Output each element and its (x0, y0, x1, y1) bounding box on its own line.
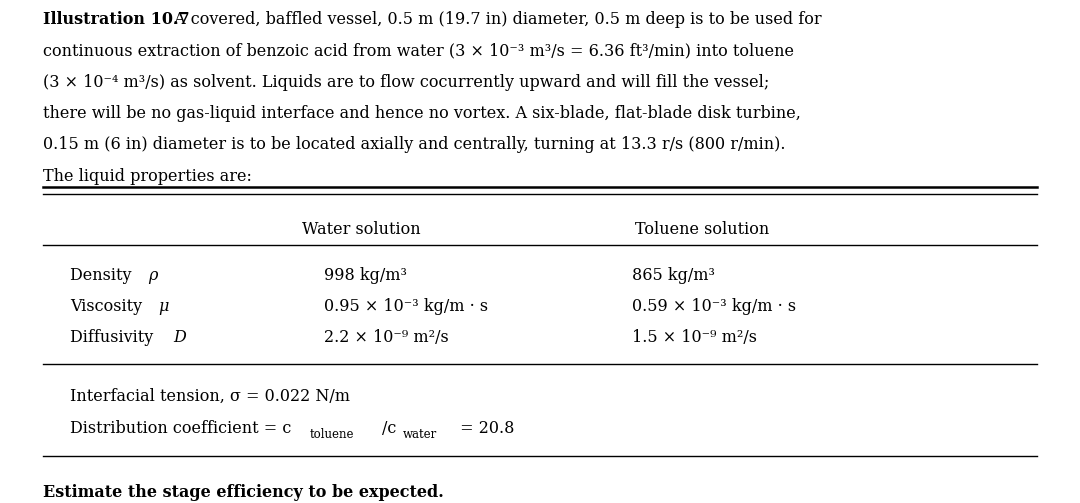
Text: Distribution coefficient = c: Distribution coefficient = c (70, 420, 292, 437)
Text: 1.5 × 10⁻⁹ m²/s: 1.5 × 10⁻⁹ m²/s (632, 329, 757, 346)
Text: Estimate the stage efficiency to be expected.: Estimate the stage efficiency to be expe… (43, 484, 444, 501)
Text: there will be no gas-liquid interface and hence no vortex. A six-blade, flat-bla: there will be no gas-liquid interface an… (43, 105, 801, 122)
Text: 0.59 × 10⁻³ kg/m · s: 0.59 × 10⁻³ kg/m · s (632, 298, 796, 315)
Text: toluene: toluene (310, 428, 354, 441)
Text: 0.95 × 10⁻³ kg/m · s: 0.95 × 10⁻³ kg/m · s (324, 298, 488, 315)
Text: = 20.8: = 20.8 (455, 420, 514, 437)
Text: 998 kg/m³: 998 kg/m³ (324, 267, 407, 284)
Text: /c: /c (382, 420, 396, 437)
Text: water: water (403, 428, 437, 441)
Text: Density: Density (70, 267, 137, 284)
Text: 2.2 × 10⁻⁹ m²/s: 2.2 × 10⁻⁹ m²/s (324, 329, 449, 346)
Text: Water solution: Water solution (302, 221, 421, 238)
Text: 865 kg/m³: 865 kg/m³ (632, 267, 715, 284)
Text: Diffusivity: Diffusivity (70, 329, 159, 346)
Text: A covered, baffled vessel, 0.5 m (19.7 in) diameter, 0.5 m deep is to be used fo: A covered, baffled vessel, 0.5 m (19.7 i… (168, 12, 822, 29)
Text: D: D (173, 329, 186, 346)
Text: Interfacial tension, σ = 0.022 N/m: Interfacial tension, σ = 0.022 N/m (70, 388, 350, 405)
Text: The liquid properties are:: The liquid properties are: (43, 167, 252, 185)
Text: Toluene solution: Toluene solution (635, 221, 769, 238)
Text: 0.15 m (6 in) diameter is to be located axially and centrally, turning at 13.3 r: 0.15 m (6 in) diameter is to be located … (43, 136, 786, 153)
Text: ρ: ρ (148, 267, 158, 284)
Text: Viscosity: Viscosity (70, 298, 148, 315)
Text: Illustration 10.7: Illustration 10.7 (43, 12, 190, 29)
Text: (3 × 10⁻⁴ m³/s) as solvent. Liquids are to flow cocurrently upward and will fill: (3 × 10⁻⁴ m³/s) as solvent. Liquids are … (43, 74, 770, 91)
Text: μ: μ (159, 298, 170, 315)
Text: continuous extraction of benzoic acid from water (3 × 10⁻³ m³/s = 6.36 ft³/min) : continuous extraction of benzoic acid fr… (43, 43, 794, 60)
